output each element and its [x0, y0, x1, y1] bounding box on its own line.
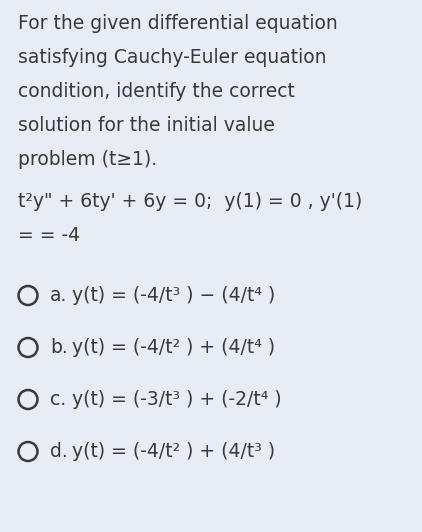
- Text: condition, identify the correct: condition, identify the correct: [18, 82, 295, 101]
- Text: a.: a.: [50, 286, 68, 305]
- Text: For the given differential equation: For the given differential equation: [18, 14, 338, 33]
- Text: t²y" + 6ty' + 6y = 0;  y(1) = 0 , y'(1): t²y" + 6ty' + 6y = 0; y(1) = 0 , y'(1): [18, 192, 362, 211]
- Text: y(t) = (-4/t² ) + (4/t³ ): y(t) = (-4/t² ) + (4/t³ ): [72, 442, 275, 461]
- Text: = = -4: = = -4: [18, 226, 80, 245]
- Text: b.: b.: [50, 338, 68, 357]
- Text: satisfying Cauchy-Euler equation: satisfying Cauchy-Euler equation: [18, 48, 327, 67]
- Text: problem (t≥1).: problem (t≥1).: [18, 150, 157, 169]
- Text: d.: d.: [50, 442, 68, 461]
- Text: solution for the initial value: solution for the initial value: [18, 116, 275, 135]
- Text: c.: c.: [50, 390, 66, 409]
- Text: y(t) = (-3/t³ ) + (-2/t⁴ ): y(t) = (-3/t³ ) + (-2/t⁴ ): [72, 390, 281, 409]
- Text: y(t) = (-4/t² ) + (4/t⁴ ): y(t) = (-4/t² ) + (4/t⁴ ): [72, 338, 275, 357]
- Text: y(t) = (-4/t³ ) − (4/t⁴ ): y(t) = (-4/t³ ) − (4/t⁴ ): [72, 286, 275, 305]
